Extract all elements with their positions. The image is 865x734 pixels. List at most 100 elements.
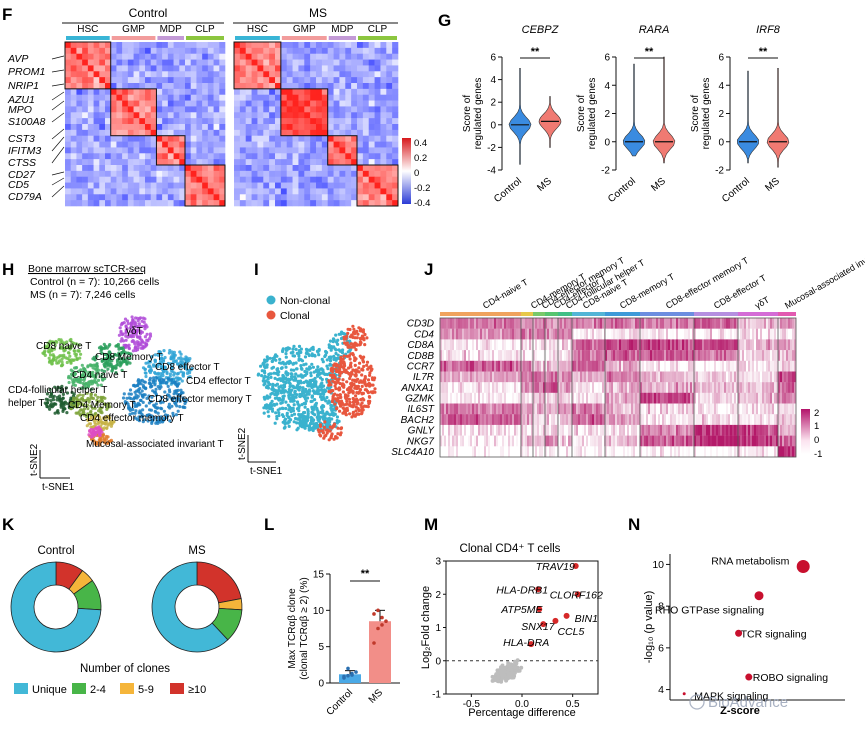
heatmap-cell [496, 328, 499, 340]
heatmap-control-cell [150, 141, 157, 148]
heatmap-control-cell [133, 200, 140, 207]
heatmap-group-colorbar [440, 312, 521, 316]
heatmap-control-cell [93, 188, 100, 195]
tsne-point-clonal [341, 406, 345, 410]
heatmap-control-cell [99, 59, 106, 66]
heatmap-group-colorbar [694, 312, 738, 316]
heatmap-cell [770, 328, 773, 340]
heatmap-cell [790, 339, 793, 351]
heatmap-ms-cell [286, 65, 293, 72]
heatmap-ms-cell [304, 42, 311, 49]
heatmap-column-label: GMP [122, 24, 145, 35]
tsne-point-nonclonal [309, 399, 313, 404]
heatmap-control-cell [207, 194, 214, 201]
heatmap-cell [633, 328, 636, 340]
heatmap-ms-cell [275, 176, 282, 183]
violin-category-label: Control [492, 176, 524, 205]
heatmap-ms-cell [304, 77, 311, 84]
heatmap-cell [444, 339, 447, 351]
heatmap-control-cell [162, 106, 169, 113]
heatmap-control-cell [76, 94, 83, 101]
heatmap-control-cell [139, 159, 146, 166]
violin-tick-label: 6 [604, 53, 610, 64]
heatmap-control-cell [190, 112, 197, 119]
heatmap-column-colorbar [111, 36, 156, 40]
heatmap-control-cell [145, 153, 152, 160]
heatmap-control-cell [202, 100, 209, 107]
heatmap-control-cell [70, 42, 77, 49]
tsne-point-nonclonal [340, 351, 345, 355]
heatmap-control-cell [127, 135, 134, 142]
heatmap-ms-cell [234, 88, 241, 96]
heatmap-ms-cell [304, 100, 311, 107]
tsne-point [165, 416, 169, 420]
heatmap-control-cell [196, 65, 203, 72]
tsne-point [120, 321, 124, 325]
tsne-point [50, 402, 54, 406]
heatmap-cell [523, 328, 526, 340]
heatmap-control-cell [202, 83, 209, 90]
tsne-point-nonclonal [306, 384, 310, 388]
heatmap-control-cell [185, 42, 192, 49]
tsne-point-nonclonal [279, 389, 283, 393]
heatmap-ms-cell [392, 147, 399, 154]
heatmap-ms-cell [345, 141, 352, 148]
heatmap-ms-cell [298, 176, 305, 183]
heatmap-ms-cell [263, 71, 270, 78]
heatmap-control-cell [82, 176, 89, 183]
heatmap-cell [464, 360, 467, 372]
heatmap-ms-cell [234, 141, 241, 148]
heatmap-control-cell [139, 100, 146, 107]
tsne-point [106, 367, 110, 371]
heatmap-ms-cell [327, 170, 334, 178]
heatmap-ms-cell [245, 100, 252, 107]
heatmap-control-cell [213, 170, 220, 178]
heatmap-ms-cell [333, 65, 340, 72]
tsne-point-nonclonal [299, 366, 303, 370]
heatmap-control-cell [145, 188, 152, 195]
heatmap-ms-cell [374, 42, 381, 49]
tsne-point [121, 332, 125, 336]
heatmap-control-cell [156, 200, 163, 207]
heatmap-control-cell [87, 194, 94, 201]
heatmap-cell [500, 328, 503, 340]
heatmap-cell [627, 339, 630, 351]
heatmap-ms-cell [257, 83, 264, 90]
heatmap-ms-cell [280, 147, 288, 154]
heatmap-cell [611, 350, 614, 361]
tsne-point [153, 358, 157, 362]
heatmap-control-cell [156, 83, 163, 90]
heatmap-control-cell [219, 135, 226, 142]
heatmap-ms-cell [257, 124, 264, 131]
heatmap-ms-cell [321, 83, 329, 90]
tsne-point [120, 350, 124, 355]
tsne-point [107, 350, 111, 354]
heatmap-control-cell [207, 118, 214, 125]
heatmap-control-cell [116, 188, 123, 195]
heatmap-control-cell [122, 59, 129, 66]
heatmap-control-cell [93, 77, 100, 84]
heatmap-ms-cell [362, 118, 370, 125]
tsne-point-clonal [351, 378, 355, 382]
heatmap-ms-cell [380, 124, 387, 131]
heatmap-ms-cell [333, 47, 340, 55]
heatmap-ms-cell [280, 112, 288, 119]
tsne-point-nonclonal [328, 413, 332, 417]
heatmap-ms-cell [304, 200, 311, 207]
heatmap-ms-cell [368, 71, 375, 78]
heatmap-ms-cell [362, 83, 370, 90]
heatmap-cell [464, 318, 467, 329]
heatmap-ms-cell [245, 71, 252, 78]
tsne-point [152, 376, 156, 380]
heatmap-cell [458, 328, 461, 340]
heatmap-control-cell [213, 94, 220, 101]
heatmap-cell [568, 350, 571, 361]
tsne-point [108, 343, 112, 347]
heatmap-ms-cell [362, 147, 370, 154]
tsne-point [141, 408, 145, 412]
cluster-label: γδT [126, 326, 143, 337]
tsne-point-nonclonal [306, 412, 310, 416]
heatmap-ms-cell [368, 77, 375, 84]
tsne-point [174, 376, 178, 380]
heatmap-ms-cell [316, 124, 323, 131]
